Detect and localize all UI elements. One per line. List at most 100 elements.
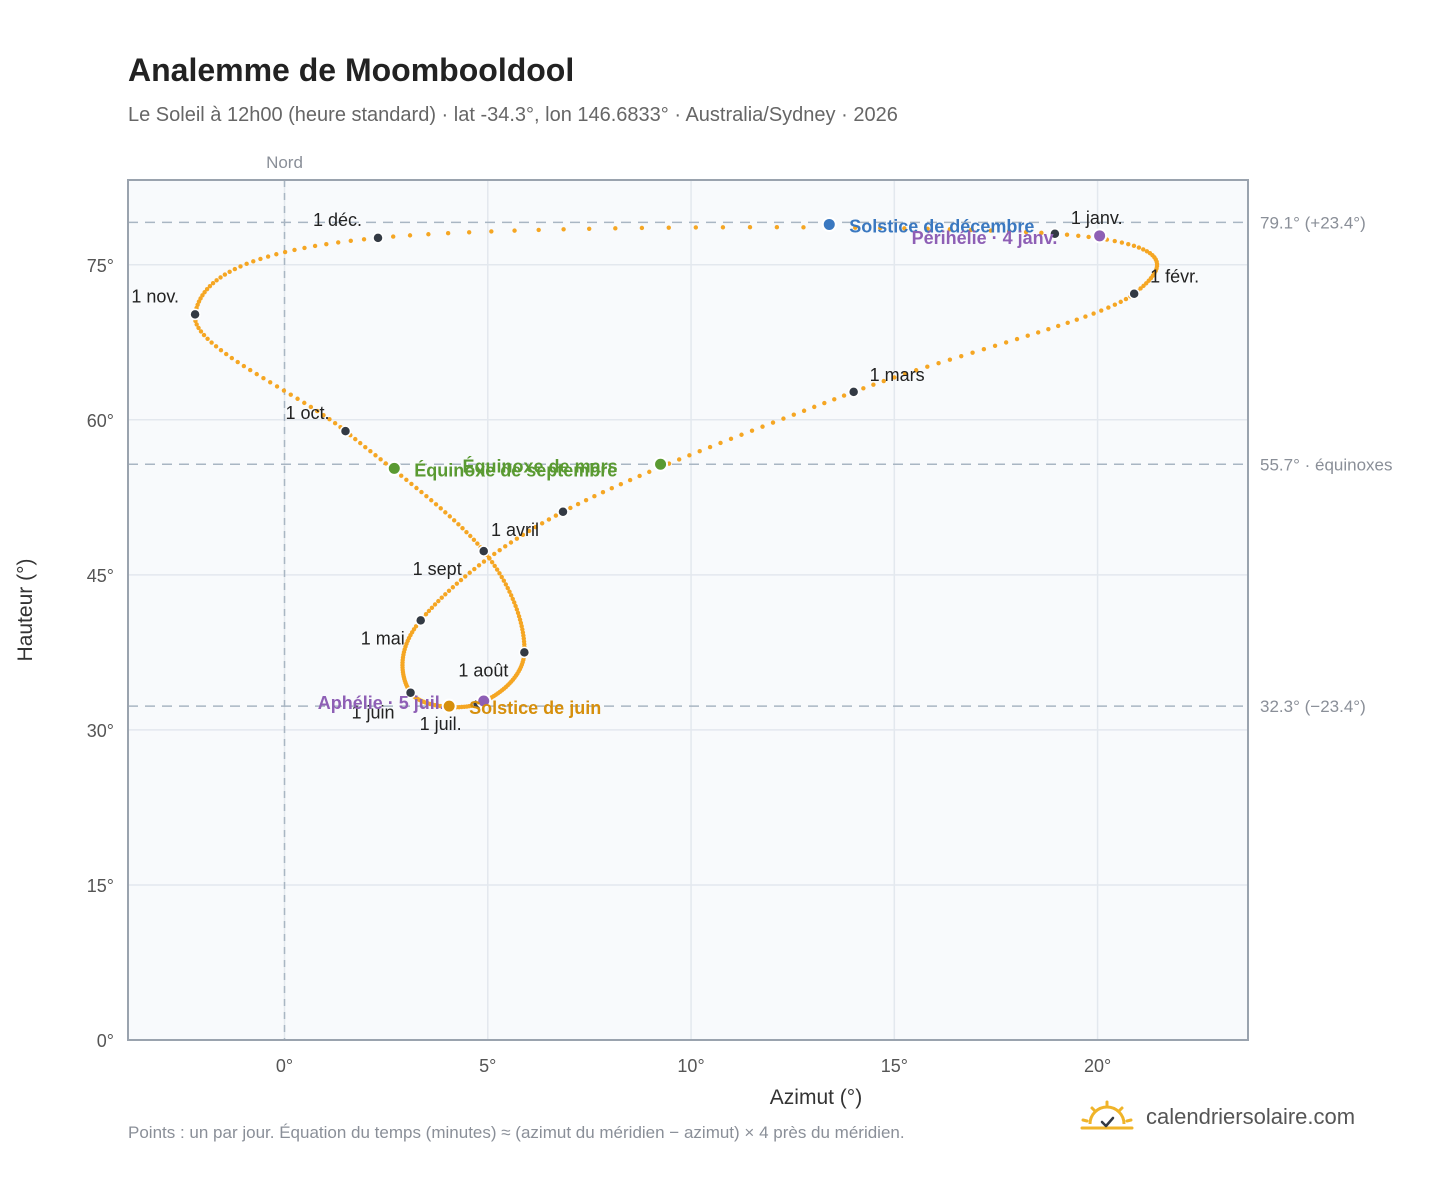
daily-point bbox=[822, 400, 827, 406]
event-marker bbox=[821, 216, 837, 232]
daily-point bbox=[458, 577, 464, 583]
month-label: 1 juin bbox=[352, 703, 395, 723]
brand-name: calendriersolaire.com bbox=[1146, 1104, 1356, 1129]
daily-point bbox=[801, 225, 806, 230]
daily-point bbox=[467, 570, 472, 575]
daily-point bbox=[1141, 283, 1146, 289]
daily-point bbox=[503, 582, 509, 587]
daily-point bbox=[489, 229, 494, 234]
month-marker bbox=[557, 506, 569, 518]
daily-point bbox=[1123, 296, 1129, 302]
daily-point bbox=[1141, 247, 1146, 252]
daily-point bbox=[575, 501, 581, 507]
daily-point bbox=[936, 360, 941, 366]
daily-point bbox=[546, 517, 552, 522]
daily-point bbox=[460, 526, 465, 531]
daily-point bbox=[881, 378, 886, 384]
y-tick-label: 45° bbox=[87, 566, 114, 586]
sun-icon bbox=[1080, 1100, 1134, 1130]
daily-point bbox=[586, 226, 592, 231]
analemma-curve bbox=[192, 225, 1160, 710]
daily-point bbox=[373, 453, 378, 458]
daily-point bbox=[499, 574, 504, 580]
daily-point bbox=[1119, 240, 1125, 245]
daily-point bbox=[327, 416, 332, 422]
daily-point bbox=[336, 240, 341, 245]
daily-point bbox=[481, 559, 487, 564]
reference-lines: Nord 79.1° (+23.4°) 55.7° · équinoxes 32.3°… bbox=[128, 153, 1393, 1040]
daily-point bbox=[1091, 311, 1096, 316]
daily-point bbox=[877, 225, 883, 231]
month-marker bbox=[414, 614, 427, 627]
daily-point bbox=[281, 388, 287, 393]
daily-point bbox=[443, 592, 448, 597]
daily-point bbox=[450, 585, 456, 590]
daily-point bbox=[254, 371, 259, 377]
daily-point bbox=[471, 537, 477, 543]
daily-point bbox=[274, 252, 279, 257]
daily-point bbox=[639, 225, 645, 231]
daily-point bbox=[618, 481, 624, 487]
daily-point bbox=[812, 404, 817, 410]
daily-point bbox=[1136, 245, 1142, 250]
plot-area bbox=[128, 180, 1248, 1040]
daily-point bbox=[1099, 308, 1104, 313]
daily-point bbox=[592, 494, 597, 499]
daily-point bbox=[227, 269, 232, 275]
daily-point bbox=[892, 375, 897, 380]
daily-point bbox=[1118, 299, 1123, 305]
daily-point bbox=[871, 382, 876, 387]
axes: 0° 5° 10° 15° 20° 0° 15° 30° 45° 60° 75° Azimut (°)… bbox=[14, 256, 1111, 1109]
daily-point bbox=[443, 510, 448, 515]
y-tick-label: 30° bbox=[87, 721, 114, 741]
daily-point bbox=[518, 620, 524, 626]
daily-point bbox=[353, 436, 358, 442]
daily-point bbox=[419, 489, 424, 495]
daily-point bbox=[200, 293, 205, 298]
daily-point bbox=[1126, 241, 1131, 247]
daily-point bbox=[791, 412, 797, 417]
daily-point bbox=[358, 440, 363, 446]
daily-point bbox=[861, 386, 866, 391]
daily-point bbox=[429, 605, 435, 610]
daily-point bbox=[235, 359, 240, 365]
daily-point bbox=[210, 281, 216, 286]
daily-point bbox=[244, 261, 249, 267]
daily-point bbox=[720, 225, 726, 230]
daily-point bbox=[770, 420, 776, 425]
daily-point bbox=[324, 241, 329, 247]
daily-point bbox=[1138, 286, 1143, 291]
daily-point bbox=[492, 563, 497, 569]
daily-point bbox=[1074, 317, 1079, 322]
daily-point bbox=[414, 485, 419, 491]
daily-point bbox=[429, 498, 434, 503]
daily-point bbox=[439, 595, 444, 600]
event-marker bbox=[441, 698, 457, 714]
daily-point bbox=[501, 578, 507, 583]
daily-point bbox=[391, 234, 396, 239]
reference-line-label: 32.3° (−23.4°) bbox=[1260, 697, 1366, 716]
month-marker bbox=[339, 425, 352, 437]
daily-point bbox=[627, 477, 633, 483]
daily-point bbox=[218, 275, 223, 280]
month-label: 1 janv. bbox=[1071, 208, 1123, 228]
daily-point bbox=[507, 589, 512, 594]
month-marker bbox=[1128, 287, 1140, 300]
daily-point bbox=[561, 227, 566, 232]
daily-point bbox=[198, 329, 204, 334]
daily-point bbox=[224, 351, 229, 357]
daily-point bbox=[426, 232, 431, 237]
daily-point bbox=[697, 449, 702, 454]
month-label: 1 mai bbox=[361, 628, 405, 648]
y-axis-label: Hauteur (°) bbox=[14, 559, 37, 662]
event-marker bbox=[476, 693, 492, 709]
daily-point bbox=[515, 610, 521, 616]
daily-point bbox=[1056, 323, 1061, 329]
brand: calendriersolaire.com bbox=[1080, 1100, 1355, 1134]
daily-point bbox=[801, 408, 807, 413]
daily-point bbox=[760, 424, 765, 429]
daily-point bbox=[693, 225, 699, 230]
daily-point bbox=[454, 581, 460, 586]
daily-point bbox=[456, 522, 461, 527]
daily-point bbox=[295, 396, 300, 401]
